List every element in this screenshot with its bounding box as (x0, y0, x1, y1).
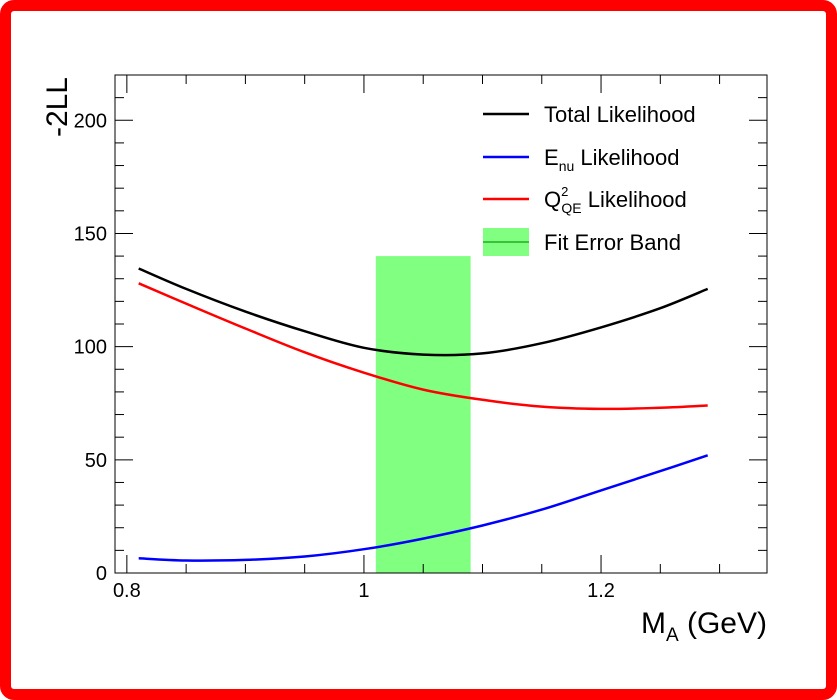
legend-entry-total: Total Likelihood (483, 102, 696, 127)
legend-label-enu: Enu Likelihood (544, 145, 679, 174)
x-tick-label: 1 (358, 580, 369, 602)
legend-label-total: Total Likelihood (544, 102, 696, 127)
y-tick-label: 200 (74, 110, 107, 132)
series-line-1 (138, 454, 709, 562)
y-tick-label: 150 (74, 223, 107, 245)
legend-label-total-text: Total Likelihood (544, 102, 696, 127)
x-label-unit: (GeV) (679, 607, 767, 640)
legend-entry-band: Fit Error Band (483, 228, 681, 256)
series-line-0 (138, 267, 709, 357)
legend: Total Likelihood Enu Likelihood Q2 QE Lik… (483, 102, 696, 256)
x-tick-label: 0.8 (113, 580, 141, 602)
legend-label-enu-sub: nu (559, 158, 575, 174)
series-line-2 (138, 282, 708, 411)
x-tick-label: 1.2 (587, 580, 615, 602)
y-axis-label: -2LL (41, 77, 74, 137)
x-label-main: M (641, 607, 666, 640)
y-tick-label: 50 (85, 450, 107, 472)
legend-label-band: Fit Error Band (544, 230, 681, 255)
legend-label-qqe: Q2 QE Likelihood (544, 184, 687, 216)
legend-label-qqe-sup: 2 (561, 184, 568, 199)
legend-entry-qqe: Q2 QE Likelihood (483, 184, 687, 216)
legend-label-qqe-main: Q (544, 187, 561, 212)
legend-label-enu-main: E (544, 145, 559, 170)
legend-label-band-text: Fit Error Band (544, 230, 681, 255)
fit-error-band (375, 256, 471, 573)
legend-entry-enu: Enu Likelihood (483, 145, 679, 174)
legend-label-enu-rest: Likelihood (574, 145, 679, 170)
legend-label-qqe-sub: QE (561, 200, 581, 216)
y-tick-label: 100 (74, 337, 107, 359)
y-tick-label: 0 (96, 563, 107, 585)
tick-layer: 0.8 1 1.2 0 50 100 150 200 (74, 74, 767, 602)
legend-label-qqe-rest: Likelihood (582, 187, 687, 212)
x-label-sub: A (666, 625, 679, 646)
likelihood-chart: 0.8 1 1.2 0 50 100 150 200 MA (GeV) -2LL Total … (41, 74, 768, 646)
series-layer (138, 267, 709, 562)
x-axis-label: MA (GeV) (641, 607, 767, 646)
